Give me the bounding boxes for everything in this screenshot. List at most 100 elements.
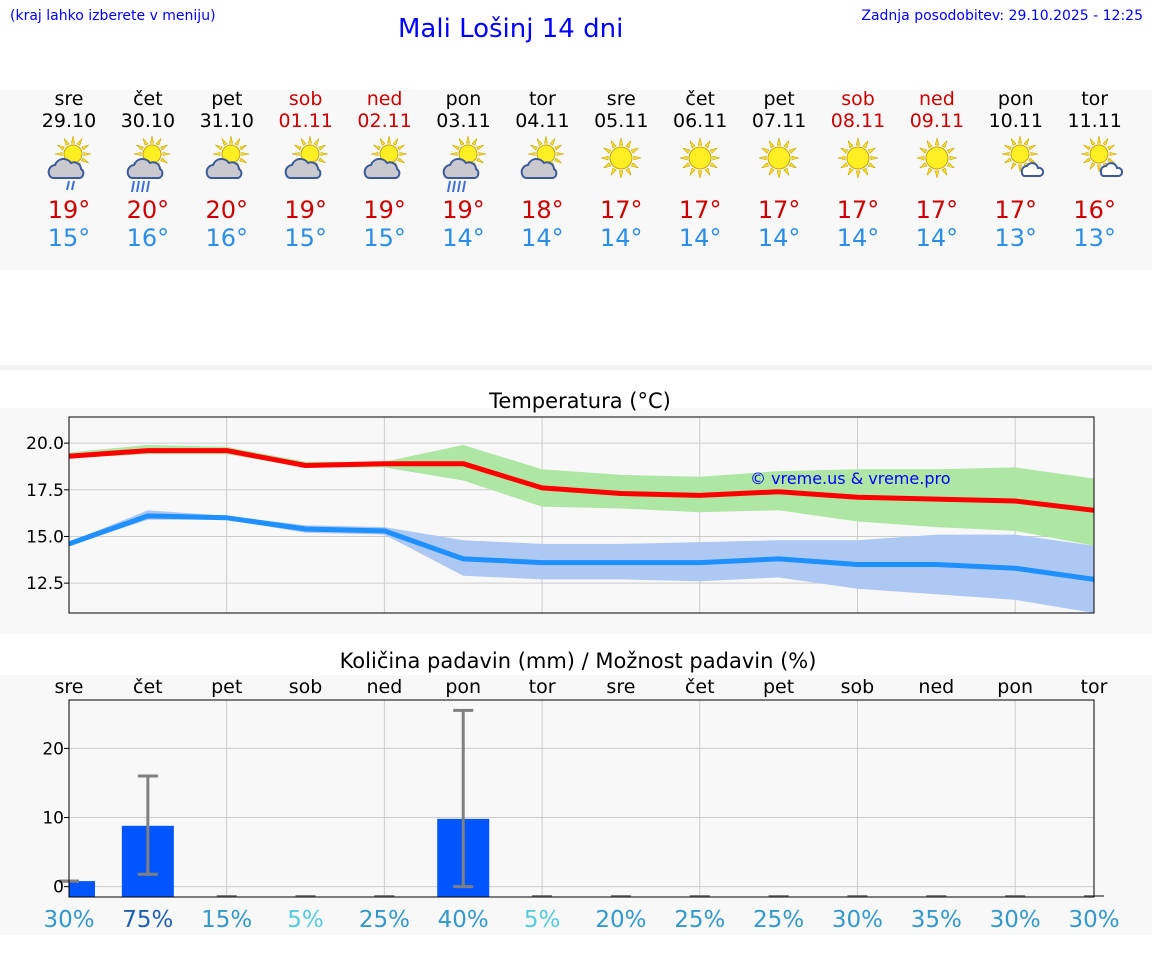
precipitation-error-bar — [453, 708, 474, 889]
forecast-date: 11.11 — [1067, 110, 1122, 132]
page-title: Mali Lošinj 14 dni — [398, 14, 624, 44]
precipitation-day-label: sob — [289, 676, 323, 698]
forecast-min-temp: 14° — [521, 224, 564, 252]
precipitation-day-label: pon — [997, 676, 1033, 698]
forecast-max-temp: 18° — [521, 196, 564, 224]
forecast-min-temp: 14° — [757, 224, 801, 252]
forecast-max-temp: 17° — [994, 196, 1038, 224]
forecast-date: 04.11 — [515, 110, 570, 132]
precipitation-probability: 30% — [990, 907, 1041, 933]
forecast-day: pon 10.11 17° 13° — [977, 88, 1055, 252]
forecast-day: čet 30.10 20° 16° — [109, 88, 187, 252]
forecast-date: 08.11 — [830, 110, 886, 132]
precipitation-probability: 40% — [438, 907, 489, 933]
precipitation-day-label: ned — [918, 676, 954, 698]
forecast-day-name: čet — [685, 88, 715, 110]
forecast-min-temp: 15° — [284, 224, 327, 252]
forecast-min-temp: 14° — [836, 224, 880, 252]
sun-cloud-icon — [521, 136, 565, 179]
precipitation-probability: 25% — [359, 907, 410, 933]
precipitation-day-label: sob — [841, 676, 875, 698]
temperature-y-tick: 15.0 — [26, 527, 64, 547]
forecast-day-name: tor — [528, 88, 556, 110]
forecast-date: 01.11 — [278, 110, 333, 132]
forecast-min-temp: 15° — [363, 224, 406, 252]
last-update: Zadnja posodobitev: 29.10.2025 - 12:25 — [861, 8, 1143, 24]
forecast-day-name: pet — [211, 88, 243, 110]
forecast-max-temp: 17° — [915, 196, 959, 224]
precipitation-y-tick: 0 — [53, 878, 64, 898]
precipitation-y-tick: 10 — [42, 809, 64, 829]
forecast-day-name: sob — [841, 88, 875, 110]
forecast-day-name: sob — [288, 88, 323, 110]
temperature-y-tick: 12.5 — [26, 574, 64, 594]
sun-icon — [680, 137, 721, 179]
forecast-date: 09.11 — [909, 110, 965, 132]
forecast-min-temp: 14° — [678, 224, 722, 252]
forecast-day: čet 06.11 17° 14° — [661, 88, 739, 252]
sun-icon — [837, 137, 879, 179]
sun-cloud-icon — [284, 136, 328, 179]
forecast-day: ned 09.11 17° 14° — [898, 88, 976, 252]
max-temperature-line — [68, 448, 1095, 513]
forecast-day-name: sre — [54, 88, 84, 110]
precipitation-error-bar — [137, 774, 158, 876]
location-hint: (kraj lahko izberete v meniju) — [10, 8, 216, 24]
forecast-max-temp: 17° — [836, 196, 880, 224]
sun-cloud-icon — [363, 136, 407, 179]
forecast-day-name: ned — [918, 88, 955, 110]
forecast-max-temp: 19° — [363, 196, 406, 224]
precipitation-chart-title: Količina padavin (mm) / Možnost padavin … — [340, 649, 817, 673]
forecast-max-temp: 20° — [205, 196, 249, 224]
precipitation-day-label: tor — [529, 676, 556, 698]
precipitation-chart: Količina padavin (mm) / Možnost padavin … — [42, 649, 1119, 933]
sun-icon — [759, 137, 800, 179]
forecast-min-temp: 14° — [442, 224, 485, 252]
precipitation-probability: 5% — [287, 907, 324, 933]
forecast-day-name: pon — [997, 88, 1034, 110]
forecast-day: pet 07.11 17° 14° — [740, 88, 818, 252]
forecast-date: 03.11 — [436, 110, 491, 132]
forecast-min-temp: 16° — [205, 224, 249, 252]
precipitation-day-label: pon — [445, 676, 481, 698]
forecast-day-name: tor — [1081, 88, 1109, 110]
copyright-annotation: © vreme.us & vreme.pro — [750, 469, 951, 488]
precipitation-probability: 30% — [1068, 907, 1119, 933]
temperature-y-tick: 20.0 — [26, 434, 64, 454]
min-temperature-line — [68, 513, 1095, 582]
forecast-day: sre 29.10 19° 15° — [30, 88, 108, 252]
panel-divider — [0, 365, 1152, 370]
precipitation-day-label: sre — [55, 676, 84, 698]
sun-cloud-heavy-rain-icon — [442, 136, 486, 193]
sun-cloud-rain-icon — [47, 136, 92, 191]
max-temperature-range-band — [69, 445, 1094, 546]
forecast-max-temp: 19° — [284, 196, 327, 224]
sun-cloud-heavy-rain-icon — [126, 136, 170, 193]
precipitation-day-label: sre — [606, 676, 635, 698]
forecast-max-temp: 16° — [1073, 196, 1116, 224]
sun-small-cloud-icon — [1080, 136, 1123, 177]
forecast-date: 29.10 — [41, 110, 97, 132]
forecast-day: tor 04.11 18° 14° — [503, 88, 581, 252]
precipitation-probability: 35% — [911, 907, 962, 933]
precipitation-day-label: pet — [763, 676, 794, 698]
forecast-min-temp: 13° — [994, 224, 1038, 252]
precipitation-day-label: pet — [211, 676, 242, 698]
forecast-day: sob 08.11 17° 14° — [819, 88, 897, 252]
forecast-min-temp: 16° — [126, 224, 170, 252]
precipitation-day-label: tor — [1081, 676, 1108, 698]
forecast-min-temp: 15° — [47, 224, 91, 252]
forecast-day: tor 11.11 16° 13° — [1056, 88, 1134, 252]
forecast-day: sob 01.11 19° 15° — [267, 88, 345, 252]
precipitation-day-label: čet — [133, 676, 163, 698]
forecast-min-temp: 13° — [1073, 224, 1116, 252]
forecast-day-name: pon — [445, 88, 482, 110]
forecast-max-temp: 17° — [757, 196, 801, 224]
sun-cloud-icon — [205, 136, 249, 179]
sun-icon — [601, 137, 642, 179]
forecast-date: 02.11 — [357, 110, 412, 132]
precipitation-probability: 5% — [524, 907, 561, 933]
forecast-day: sre 05.11 17° 14° — [582, 88, 660, 252]
forecast-date: 06.11 — [672, 110, 728, 132]
temperature-chart-title: Temperatura (°C) — [488, 389, 671, 413]
